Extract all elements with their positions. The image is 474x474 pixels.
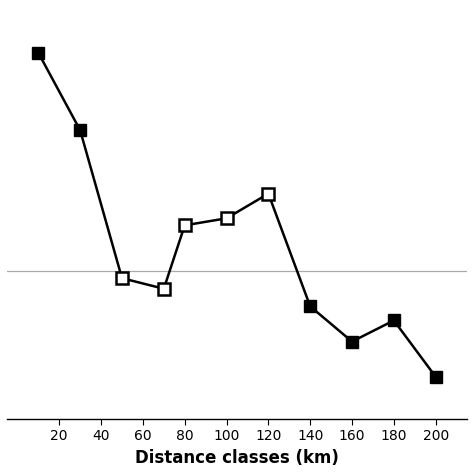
X-axis label: Distance classes (km): Distance classes (km)	[135, 449, 339, 467]
